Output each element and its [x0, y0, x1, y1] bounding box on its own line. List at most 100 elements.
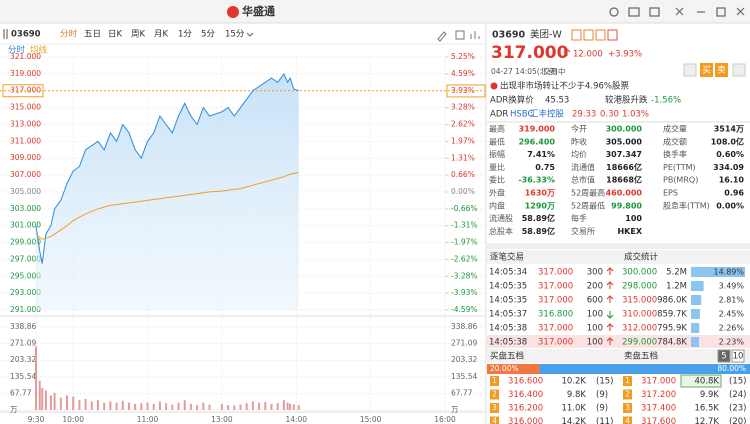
dropdown-arrow[interactable]: [246, 32, 254, 37]
book-count: (15): [729, 377, 746, 387]
notice-dot: [490, 82, 498, 90]
trade-price: 317.000: [538, 296, 573, 306]
level-button[interactable]: [731, 349, 745, 363]
stat-label: 股息率(TTM): [663, 200, 710, 210]
stat-value: 108.0亿: [711, 136, 744, 146]
period-tab[interactable]: 15分: [225, 30, 245, 40]
y-tick-label: 315.000: [10, 103, 41, 112]
stat-value: 1630万: [525, 189, 555, 198]
volume-bar: [258, 402, 261, 410]
stat-value: 0.00%: [716, 201, 744, 210]
stat-value: 0.75: [535, 163, 555, 172]
trade-volume: 300: [587, 268, 603, 278]
book-price: 317.000: [641, 377, 676, 387]
book-price: 317.600: [641, 417, 676, 424]
level-index: 2: [492, 390, 497, 399]
toolbar: [0, 24, 485, 44]
y2-tick-label: -2.62%: [451, 254, 478, 263]
stat-value: 7.41%: [527, 150, 555, 159]
icon[interactable]: [649, 7, 660, 17]
volume-bar: [35, 346, 37, 410]
trades-header: [487, 250, 750, 264]
level-index-box: [490, 389, 499, 400]
y-tick-label: 313.000: [10, 119, 41, 128]
share-label: 3.49%: [719, 282, 745, 291]
up-arrow: [606, 295, 614, 303]
period-tab[interactable]: 分时: [60, 29, 78, 40]
stat-value: 460.000: [606, 189, 643, 198]
book-volume: 10.2K: [562, 377, 587, 387]
stat-label: 今开: [571, 124, 587, 134]
y-tick-label: 291.000: [10, 305, 41, 314]
volume-bar: [270, 403, 273, 410]
x-tick-label: 15:00: [360, 415, 382, 424]
period-tab[interactable]: 周K: [131, 30, 146, 40]
stat-label: PB(MRQ): [663, 176, 698, 185]
section-title: 成交统计: [624, 252, 659, 263]
price-line: [35, 72, 299, 264]
book-volume: 16.5K: [695, 404, 720, 414]
book-count: (23): [729, 404, 746, 414]
icon[interactable]: [609, 7, 619, 17]
badge: [607, 29, 618, 41]
book-header: [487, 349, 750, 363]
stat-label: 流通股: [489, 213, 513, 223]
deal-volume: 784.8K: [657, 338, 687, 348]
period-tab[interactable]: 五日: [84, 30, 101, 40]
volume-bar: [189, 403, 192, 410]
period-tab[interactable]: 1分: [178, 30, 192, 40]
icon[interactable]: [732, 63, 746, 77]
icon[interactable]: [683, 63, 697, 77]
y-tick-label: 301.000: [10, 221, 41, 230]
volume-bar: [171, 404, 174, 410]
icon[interactable]: [736, 7, 745, 16]
level-index-box: [490, 403, 499, 413]
trade-button-label[interactable]: 卖: [717, 66, 726, 76]
trade-button-label[interactable]: 买: [702, 66, 711, 76]
toolbar-icon[interactable]: [3, 29, 8, 39]
adr-item: 汇丰控股: [530, 109, 565, 120]
icon[interactable]: [628, 7, 640, 17]
section-title: 卖盘五档: [624, 351, 658, 362]
up-arrow: [606, 267, 614, 275]
buy-ratio-bar: [487, 364, 540, 374]
volume-bar: [78, 400, 81, 410]
x-tick-label: 13:00: [211, 415, 233, 424]
volume-bar: [196, 405, 199, 410]
period-tab[interactable]: 5分: [201, 30, 215, 40]
trade-button[interactable]: [715, 63, 728, 77]
volume-tick-label: 338.86: [451, 322, 477, 331]
y2-tick-label: -0.66%: [451, 204, 478, 213]
volume-bar: [96, 400, 99, 410]
share-bar: [691, 267, 745, 277]
tool-icons[interactable]: [437, 30, 480, 42]
deal-price: 300.000: [622, 268, 657, 278]
icon[interactable]: [716, 7, 726, 17]
y2-tick-label: -1.31%: [451, 221, 478, 230]
adr-item: 0.30: [600, 110, 619, 120]
book-count: (11): [596, 417, 613, 424]
volume-bar: [227, 405, 230, 410]
divider: [487, 121, 750, 123]
level-index: 4: [492, 417, 497, 424]
stat-value: 99.800: [611, 201, 642, 210]
level-button[interactable]: [717, 349, 731, 363]
up-arrow: [606, 337, 614, 345]
volume-tick-label: 67.77: [451, 388, 473, 397]
volume-bar: [44, 390, 47, 410]
period-tab[interactable]: 日K: [108, 30, 123, 40]
period-tab[interactable]: 月K: [154, 30, 169, 40]
y2-tick-label: -1.97%: [451, 238, 478, 247]
icon[interactable]: [675, 7, 684, 16]
level-index-box: [623, 376, 632, 386]
adr-item: 29.33: [572, 110, 596, 120]
deal-volume: 859.7K: [657, 310, 687, 320]
adr-item: 1.03%: [622, 110, 649, 120]
deal-volume: 1.2M: [666, 282, 687, 292]
trade-button[interactable]: [700, 63, 713, 77]
level-label[interactable]: 5: [721, 352, 726, 362]
area-fill: [36, 73, 299, 310]
level-label[interactable]: 10: [733, 352, 744, 362]
volume-bar: [84, 398, 87, 410]
